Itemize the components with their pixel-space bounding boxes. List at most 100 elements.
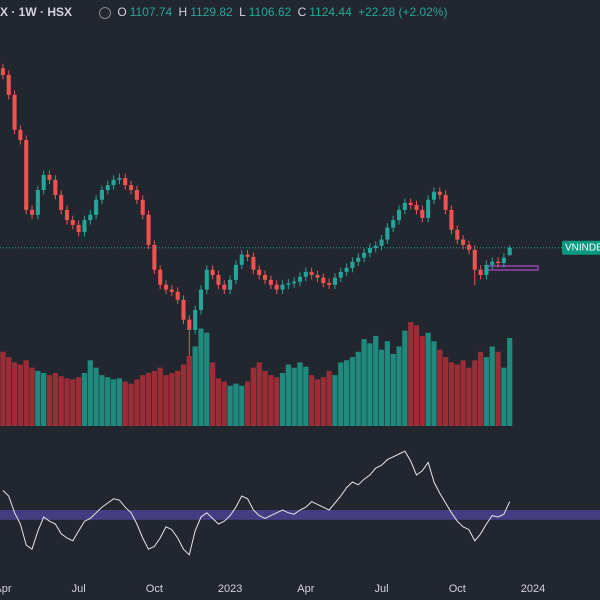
volume-bar (250, 367, 257, 426)
x-tick-label: 2023 (218, 583, 242, 595)
volume-bar (303, 366, 309, 426)
candle-body (140, 199, 145, 215)
candle-body (134, 190, 139, 200)
volume-bar (210, 362, 216, 426)
candle-body (181, 299, 186, 320)
candle-body (187, 319, 192, 330)
volume-bar (477, 351, 484, 426)
candle-body (286, 283, 291, 285)
candle-body (385, 227, 390, 240)
candle-body (501, 257, 506, 264)
candle-body (327, 282, 332, 285)
candle-body (274, 284, 279, 290)
candle-body (443, 194, 448, 210)
x-tick-label: Apr (297, 583, 314, 595)
candle-body (496, 261, 501, 264)
candle-body (76, 224, 81, 233)
volume-bar (58, 376, 64, 426)
candle-body (367, 247, 372, 253)
candle-body (396, 209, 402, 221)
volume-bar (35, 370, 41, 426)
volume-bar (489, 346, 495, 426)
volume-bar (227, 385, 233, 426)
rsi-band (0, 510, 600, 520)
volume-bar (425, 332, 431, 426)
candle-body (257, 269, 262, 275)
candle-body (233, 264, 238, 280)
candle-body (484, 264, 489, 275)
candle-body (292, 281, 297, 284)
candle-body (379, 239, 384, 246)
candle-body (152, 244, 157, 270)
candle-body (210, 269, 215, 275)
change: +22.28 (+2.02%) (358, 5, 448, 19)
volume-bar (87, 360, 93, 426)
ohlc-value: 1124.44 (309, 5, 352, 19)
candle-body (158, 269, 163, 285)
volume-bar (413, 325, 420, 426)
candle-body (239, 254, 244, 265)
volume-bar (233, 383, 239, 426)
candle-body (12, 94, 17, 130)
candle-body (391, 220, 396, 228)
volume-bar (431, 341, 437, 426)
ohlc-value: 1106.62 (248, 5, 292, 19)
x-tick-label: Apr (0, 583, 12, 595)
marker-box (487, 265, 539, 271)
candle-body (414, 205, 419, 210)
volume-bar (437, 349, 443, 426)
candle-body (53, 179, 58, 195)
candle-body (338, 271, 343, 278)
volume-bar (309, 375, 315, 426)
volume-bar (314, 379, 321, 426)
candle-body (24, 139, 29, 210)
ohlc-label: L (239, 5, 246, 19)
candle-body (437, 191, 442, 195)
volume-bar (291, 367, 297, 426)
candle-body (30, 209, 35, 215)
volume-bar (349, 357, 356, 426)
volume-bar (70, 379, 76, 426)
volume-bar (326, 370, 332, 426)
volume-bar (297, 362, 303, 426)
x-tick-label: Oct (449, 583, 466, 595)
candle-body (315, 275, 320, 278)
volume-bar (180, 364, 187, 426)
volume-bar (134, 379, 140, 426)
volume-bar (355, 351, 361, 426)
symbol: X · 1W · HSX (0, 5, 73, 19)
volume-bar (274, 377, 280, 426)
volume-bar (105, 377, 111, 426)
candle-body (94, 199, 99, 215)
candle-body (402, 202, 407, 210)
candle-body (420, 209, 425, 218)
candle-body (455, 229, 460, 240)
candle-body (105, 185, 110, 190)
candle-body (251, 256, 256, 270)
volume-bar (402, 330, 408, 426)
candle-body (88, 214, 93, 221)
volume-bar (332, 375, 338, 426)
candle-body (344, 267, 349, 272)
candle-body (303, 271, 308, 277)
volume-bar (367, 343, 373, 426)
volume-bar (373, 335, 379, 426)
volume-bar (128, 383, 134, 426)
legend-bar: X · 1W · HSX O 1107.74 H 1129.82 L 1106.62 … (0, 5, 451, 23)
candle-body (0, 68, 5, 75)
volume-bar (110, 379, 117, 426)
candle-body (123, 178, 128, 186)
volume-bar (29, 367, 35, 426)
volume-bar (64, 378, 70, 426)
candle-body (373, 245, 378, 248)
candle-body (175, 291, 180, 300)
candle-body (64, 209, 70, 221)
candle-body (47, 174, 52, 180)
volume-bar (285, 364, 291, 426)
candle-body (216, 275, 221, 285)
price-label: VNINDEX (565, 242, 600, 253)
volume-bar (215, 378, 222, 426)
volume-bar (157, 367, 163, 426)
candle-body (41, 174, 46, 190)
